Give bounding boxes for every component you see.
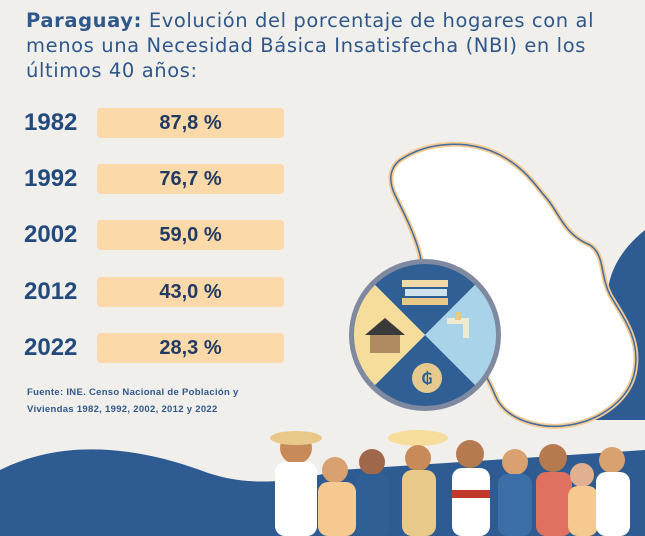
nbi-value: 43,0 %	[97, 277, 284, 307]
year-label: 2002	[24, 221, 78, 248]
money-bag-icon: ₲	[412, 363, 442, 393]
year-row: 2012 43,0 %	[24, 277, 294, 307]
nbi-value: 76,7 %	[97, 164, 284, 194]
nbi-value: 59,0 %	[97, 220, 284, 250]
title-country: Paraguay:	[26, 9, 143, 32]
year-row: 1982 87,8 %	[24, 108, 294, 138]
year-label: 1992	[24, 165, 78, 192]
books-icon	[402, 280, 448, 305]
title-description: Evolución del porcentaje de hogares con …	[26, 9, 595, 82]
people-illustration	[270, 430, 630, 536]
source-line-1: Fuente: INE. Censo Nacional de Población…	[27, 387, 239, 398]
nbi-value: 28,3 %	[97, 333, 284, 363]
svg-text:₲: ₲	[421, 369, 432, 388]
faucet-icon	[447, 312, 469, 338]
source-note: Fuente: INE. Censo Nacional de Población…	[27, 384, 327, 418]
year-row: 1992 76,7 %	[24, 164, 294, 194]
year-label: 2022	[24, 334, 78, 361]
year-row: 2022 28,3 %	[24, 333, 294, 363]
year-label: 2012	[24, 278, 78, 305]
year-row: 2002 59,0 %	[24, 220, 294, 250]
nbi-wheel: ₲	[349, 259, 501, 411]
nbi-value: 87,8 %	[97, 108, 284, 138]
source-line-2: Viviendas 1982, 1992, 2002, 2012 y 2022	[27, 404, 218, 415]
year-label: 1982	[24, 109, 78, 136]
house-icon	[365, 318, 405, 353]
page-title: Paraguay: Evolución del porcentaje de ho…	[26, 8, 626, 83]
